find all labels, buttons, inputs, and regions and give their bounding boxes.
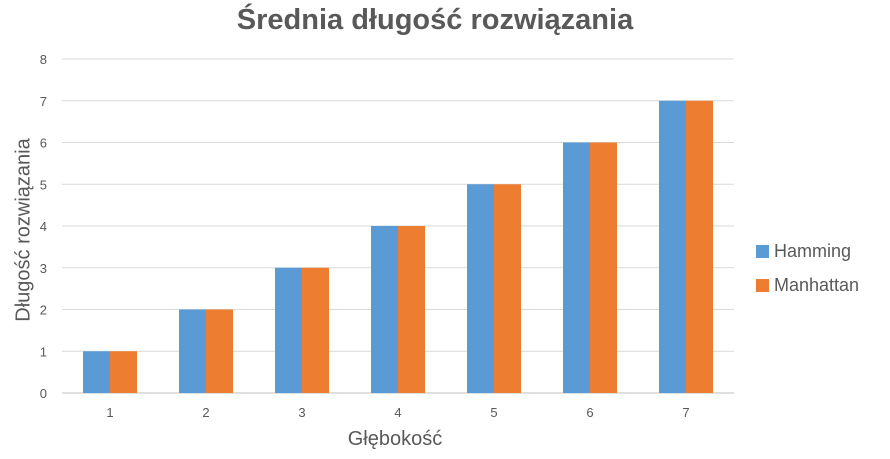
y-tick-label: 4 [40, 219, 47, 234]
legend-label-manhattan: Manhattan [774, 274, 860, 295]
y-tick-label: 5 [40, 177, 47, 192]
bar-hamming [83, 351, 110, 393]
bar-manhattan [110, 351, 137, 393]
bar-hamming [275, 267, 302, 393]
bar-manhattan [302, 267, 329, 393]
bar-manhattan [686, 100, 713, 393]
legend-item-hamming: Hamming [756, 239, 859, 263]
bar-hamming [467, 184, 494, 393]
legend-swatch-hamming [756, 244, 769, 258]
bar-manhattan [206, 309, 233, 393]
bar-hamming [371, 226, 398, 393]
x-tick-label: 7 [682, 405, 689, 420]
bar-hamming [563, 142, 590, 393]
legend-label-hamming: Hamming [774, 240, 852, 261]
y-tick-label: 6 [40, 136, 47, 151]
x-tick-label: 1 [106, 405, 113, 420]
y-tick-label: 8 [40, 52, 47, 67]
bar-hamming [659, 100, 686, 393]
legend-swatch-manhattan [756, 278, 769, 292]
legend: Hamming Manhattan [756, 239, 859, 307]
x-axis-label: Głębokość [347, 428, 443, 450]
y-tick-label: 2 [40, 303, 47, 318]
y-tick-label: 1 [40, 344, 47, 359]
bar-hamming [179, 309, 206, 393]
legend-item-manhattan: Manhattan [756, 273, 859, 297]
x-tick-label: 4 [394, 405, 401, 420]
y-axis-label: Długość rozwiązania [12, 138, 35, 322]
bar-manhattan [398, 226, 425, 393]
x-tick-label: 3 [298, 405, 305, 420]
y-tick-label: 3 [40, 261, 47, 276]
x-tick-label: 6 [586, 405, 593, 420]
x-tick-label: 5 [490, 405, 497, 420]
x-tick-label: 2 [202, 405, 209, 420]
y-tick-label: 0 [40, 386, 47, 401]
chart-title: Średnia długość rozwiązania [236, 4, 634, 36]
y-tick-label: 7 [40, 94, 47, 109]
bar-manhattan [494, 184, 521, 393]
bar-manhattan [590, 142, 617, 393]
